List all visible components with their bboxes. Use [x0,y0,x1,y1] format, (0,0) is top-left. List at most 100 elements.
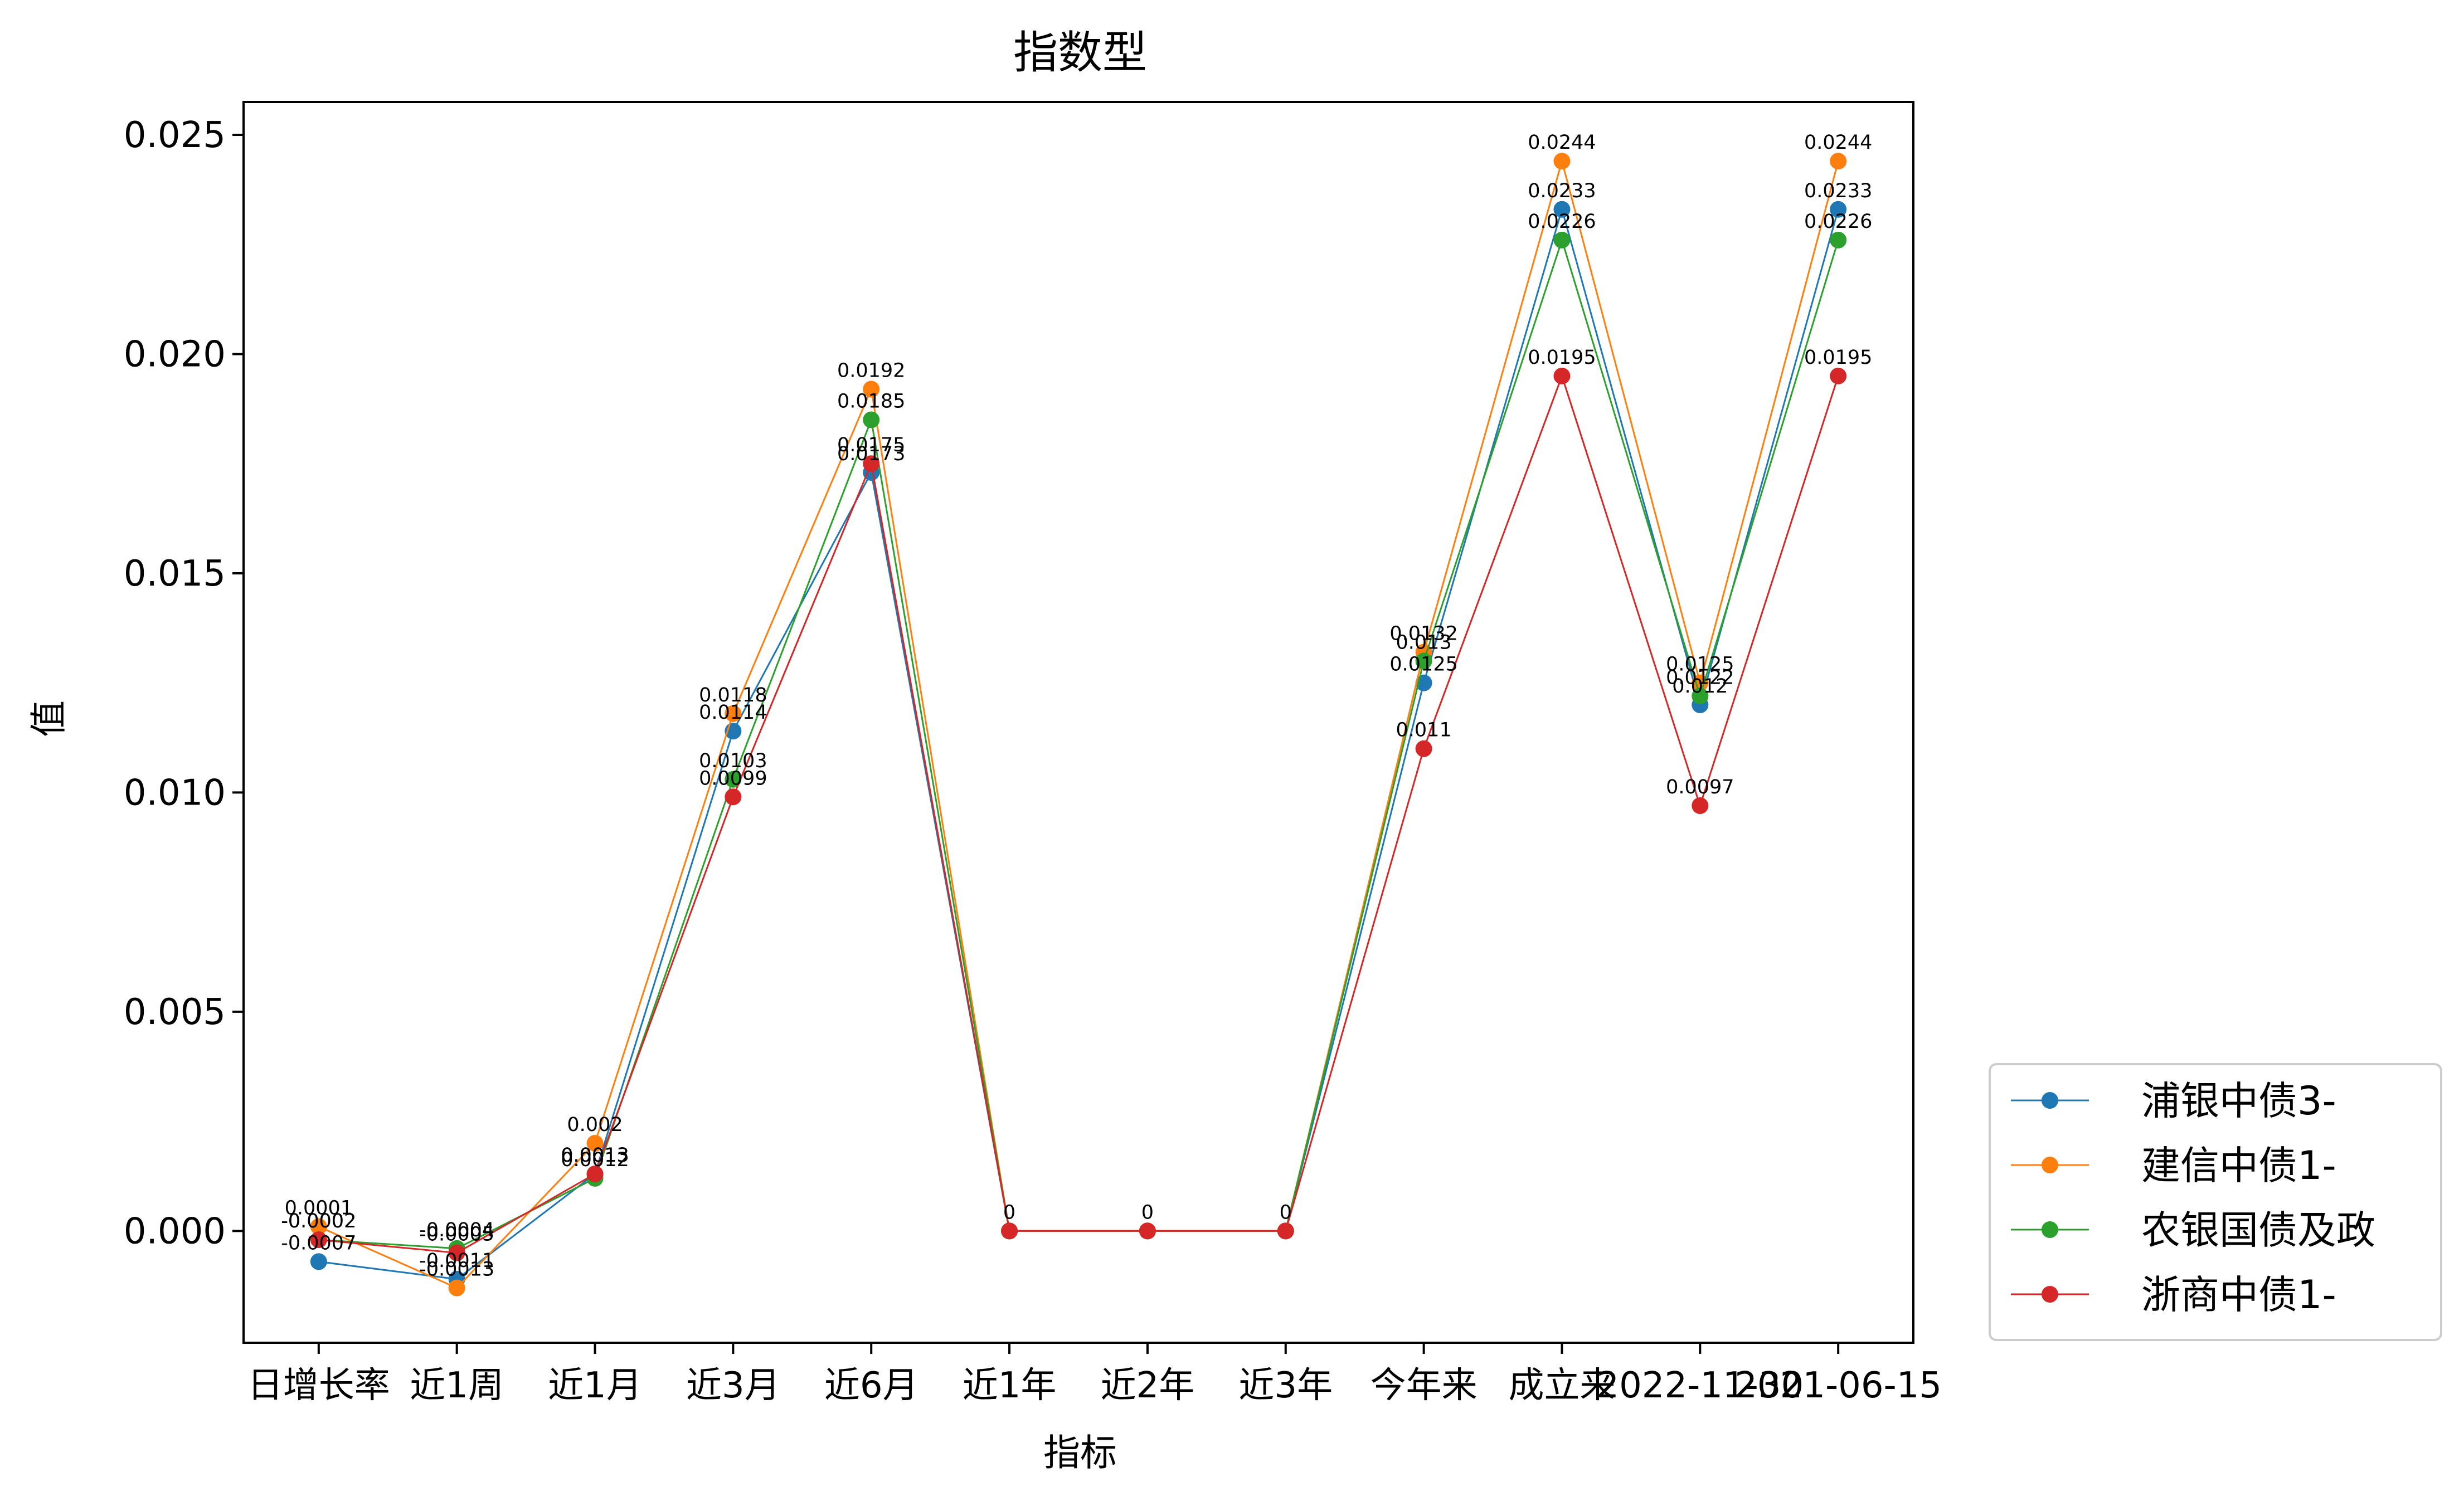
data-point [1830,201,1847,218]
data-label: -0.0007 [281,1232,356,1254]
y-tick-label: 0.025 [124,115,226,156]
data-point [863,455,880,472]
legend-label: 建信中债1- [2141,1143,2336,1188]
data-label: 0.0185 [837,391,905,413]
x-tick-label: 近3年 [1238,1365,1333,1406]
data-label: -0.0002 [281,1210,356,1232]
data-label: 0.002 [567,1114,623,1136]
data-point [863,381,880,398]
data-label: 0.0122 [1666,666,1734,689]
plot-area: -0.0007-0.00110.00130.01140.01730.01250.… [281,131,1872,1297]
data-label: 0.0097 [1666,776,1734,798]
legend-marker [2042,1092,2058,1109]
y-tick-label: 0.000 [124,1211,226,1252]
x-tick-label: 近2年 [1101,1365,1195,1406]
data-label: -0.0011 [419,1250,494,1272]
y-tick-label: 0.020 [124,334,226,375]
y-axis-title: 值 [27,700,70,737]
data-point [586,1166,604,1183]
data-label: 0.0013 [561,1144,629,1167]
data-label: 0.0118 [699,684,767,706]
x-tick-label: 近6月 [824,1365,918,1406]
data-point [1553,201,1571,218]
data-label: 0.0012 [561,1149,629,1171]
plot-frame [242,101,1914,1344]
data-label: 0.0114 [699,701,767,724]
data-label: 0 [1003,1201,1015,1224]
data-point [1415,740,1432,757]
data-label: 0.0099 [699,767,767,789]
data-label: 0.0013 [561,1144,629,1167]
data-point [448,1279,465,1297]
x-axis-title: 指标 [1043,1431,1117,1474]
data-point [1830,231,1847,248]
data-point [725,788,742,806]
y-tick-label: 0.010 [124,772,226,813]
legend-label: 浦银中债3- [2141,1078,2336,1124]
data-point [1415,652,1432,670]
series-line [318,237,1839,1250]
data-point [863,411,880,428]
data-point [1692,674,1709,691]
data-label: -0.0005 [419,1224,494,1246]
series-line [318,206,1839,1280]
data-label: 0.0192 [837,359,905,382]
data-point [586,1134,604,1152]
x-tick-label: 2021-06-15 [1734,1365,1942,1406]
data-label: -0.0013 [419,1259,494,1281]
data-point [1553,153,1571,170]
data-point [1001,1222,1018,1240]
data-label: 0.0244 [1804,131,1872,154]
chart-title: 指数型 [1013,27,1147,79]
data-label: -0.0004 [419,1219,494,1241]
data-label: 0.0226 [1528,211,1596,233]
data-point [1692,797,1709,815]
y-tick-label: 0.015 [124,553,226,594]
data-label: 0.0233 [1804,180,1872,202]
data-point [1692,688,1709,705]
data-point [310,1218,327,1235]
data-label: 0.0125 [1666,654,1734,676]
data-label: 0.0195 [1804,347,1872,369]
data-label: 0 [1280,1201,1292,1224]
data-label: 0.0132 [1389,623,1457,645]
data-point [310,1253,327,1270]
data-label: 0.0125 [1389,654,1457,676]
data-point [725,771,742,788]
data-label: 0.0226 [1804,211,1872,233]
data-point [1553,231,1571,248]
data-label: 0.0233 [1528,180,1596,202]
series-line [318,373,1839,1254]
data-point [1277,1222,1294,1240]
data-point [310,1231,327,1249]
x-tick-label: 近3月 [686,1365,780,1406]
data-point [1553,367,1571,384]
x-tick-label: 近1年 [963,1365,1057,1406]
data-label: 0.0195 [1528,347,1596,369]
x-tick-label: 近1月 [548,1365,642,1406]
series-line [318,158,1839,1289]
legend-marker [2042,1221,2058,1238]
data-point [1830,153,1847,170]
data-point [725,705,742,722]
legend-label: 浙商中债1- [2141,1272,2336,1318]
y-tick-label: 0.005 [124,992,226,1033]
legend-label: 农银国债及政 [2141,1207,2375,1253]
data-label: -0.0002 [281,1210,356,1232]
data-point [448,1244,465,1261]
data-label: 0.0001 [285,1197,353,1219]
legend-marker [2042,1286,2058,1303]
data-label: 0.012 [1672,675,1728,698]
data-point [1830,367,1847,384]
data-label: 0.0175 [837,434,905,456]
x-tick-label: 日增长率 [247,1365,390,1406]
data-point [1139,1222,1156,1240]
data-label: 0 [1141,1201,1154,1224]
x-tick-label: 2022-11-30 [1596,1365,1804,1406]
x-tick-label: 近1周 [410,1365,504,1406]
axes: 0.000 0.005 0.010 0.015 0.020 0.025 日增长率 近1周 近1月… [124,101,1942,1406]
x-tick-label: 成立来 [1508,1365,1615,1406]
data-label: 0.0103 [699,750,767,772]
